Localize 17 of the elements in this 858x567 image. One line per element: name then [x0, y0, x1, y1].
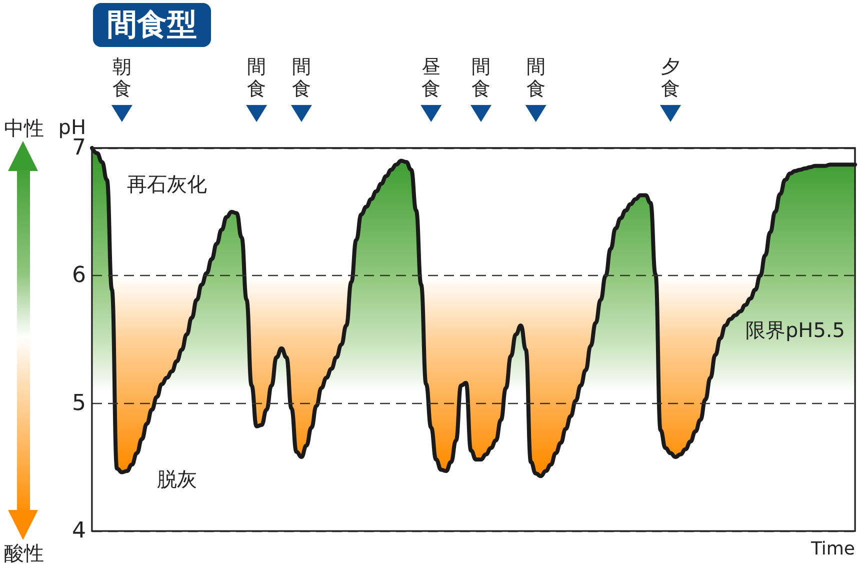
- y-tick-label: 5: [72, 390, 86, 416]
- x-tick-label: 昼食: [422, 56, 441, 100]
- text: 酸性: [4, 541, 44, 565]
- x-tick-label: 間食: [526, 56, 546, 100]
- x-tick-label: 夕食: [660, 56, 680, 100]
- x-tick-label: 間食: [471, 56, 490, 100]
- x-tick-label: 間食: [247, 56, 266, 100]
- text: 中性: [4, 116, 44, 140]
- annotation: 脱灰: [157, 467, 197, 491]
- x-tick-label: 間食: [292, 56, 311, 100]
- x-axis-title: Time: [810, 538, 855, 560]
- x-tick-label: 朝食: [112, 56, 132, 100]
- y-tick-label: 4: [72, 518, 86, 544]
- chart-title: 間食型: [107, 8, 197, 42]
- annotation: 再石灰化: [127, 172, 207, 196]
- annotation: 限界pH5.5: [745, 318, 845, 342]
- y-tick-label: 6: [72, 263, 86, 288]
